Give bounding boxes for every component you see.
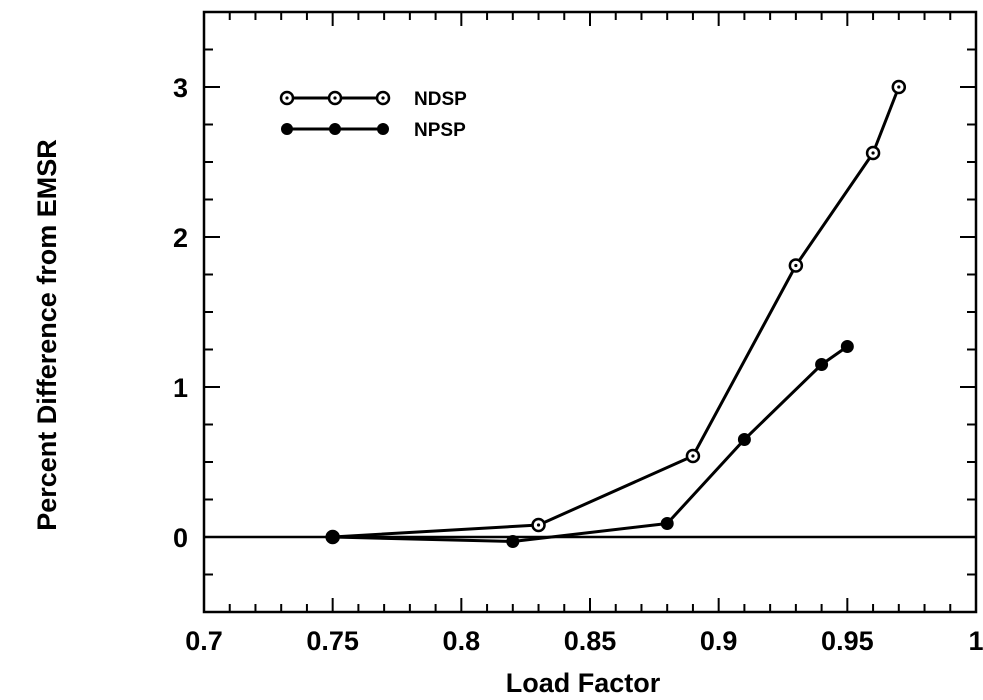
x-tick-label: 0.7 [185,626,223,656]
legend-marker [281,123,293,135]
x-tick-label: 0.8 [443,626,481,656]
legend-item-npsp: NPSP [281,120,466,141]
data-point-center [536,523,541,527]
data-point-center [897,85,901,89]
data-point [506,535,520,548]
legend-marker-center [381,96,385,100]
plot-border [202,10,978,614]
data-point [660,517,674,530]
legend-marker [329,123,341,135]
data-point-center [794,263,798,268]
plot-frame [202,10,978,614]
series-npsp [326,340,854,548]
x-tick-label: 0.85 [564,626,617,656]
legend-marker [377,123,389,135]
data-point [326,530,340,544]
legend: NDSP NPSP [279,89,467,141]
data-point [737,433,751,446]
x-tick-label: 1 [968,626,983,656]
series-line [332,345,849,543]
y-tick-label: 3 [173,73,188,103]
legend-marker-center [285,96,289,100]
series-ndsp [325,79,907,545]
legend-label: NPSP [414,120,466,141]
legend-label: NDSP [414,89,467,110]
x-axis-title: Load Factor [506,668,661,698]
legend-marker-center [333,96,337,100]
y-axis-title: Percent Difference from EMSR [32,139,62,531]
series-layer [325,79,907,548]
data-point-center [691,454,695,458]
y-tick-label: 0 [173,523,188,553]
x-tick-label: 0.9 [700,626,738,656]
axis-ticks [203,11,977,613]
data-point-center [871,151,875,155]
data-point [815,358,829,371]
series-line [332,86,901,539]
legend-item-ndsp: NDSP [279,89,467,110]
y-tick-label: 2 [173,223,188,253]
y-tick-label: 1 [173,373,188,403]
x-tick-label: 0.95 [821,626,874,656]
data-point [840,340,854,353]
tick-labels: 0.7 0.75 0.8 0.85 0.9 0.95 1 0 1 2 3 [173,73,983,656]
x-tick-label: 0.75 [306,626,359,656]
